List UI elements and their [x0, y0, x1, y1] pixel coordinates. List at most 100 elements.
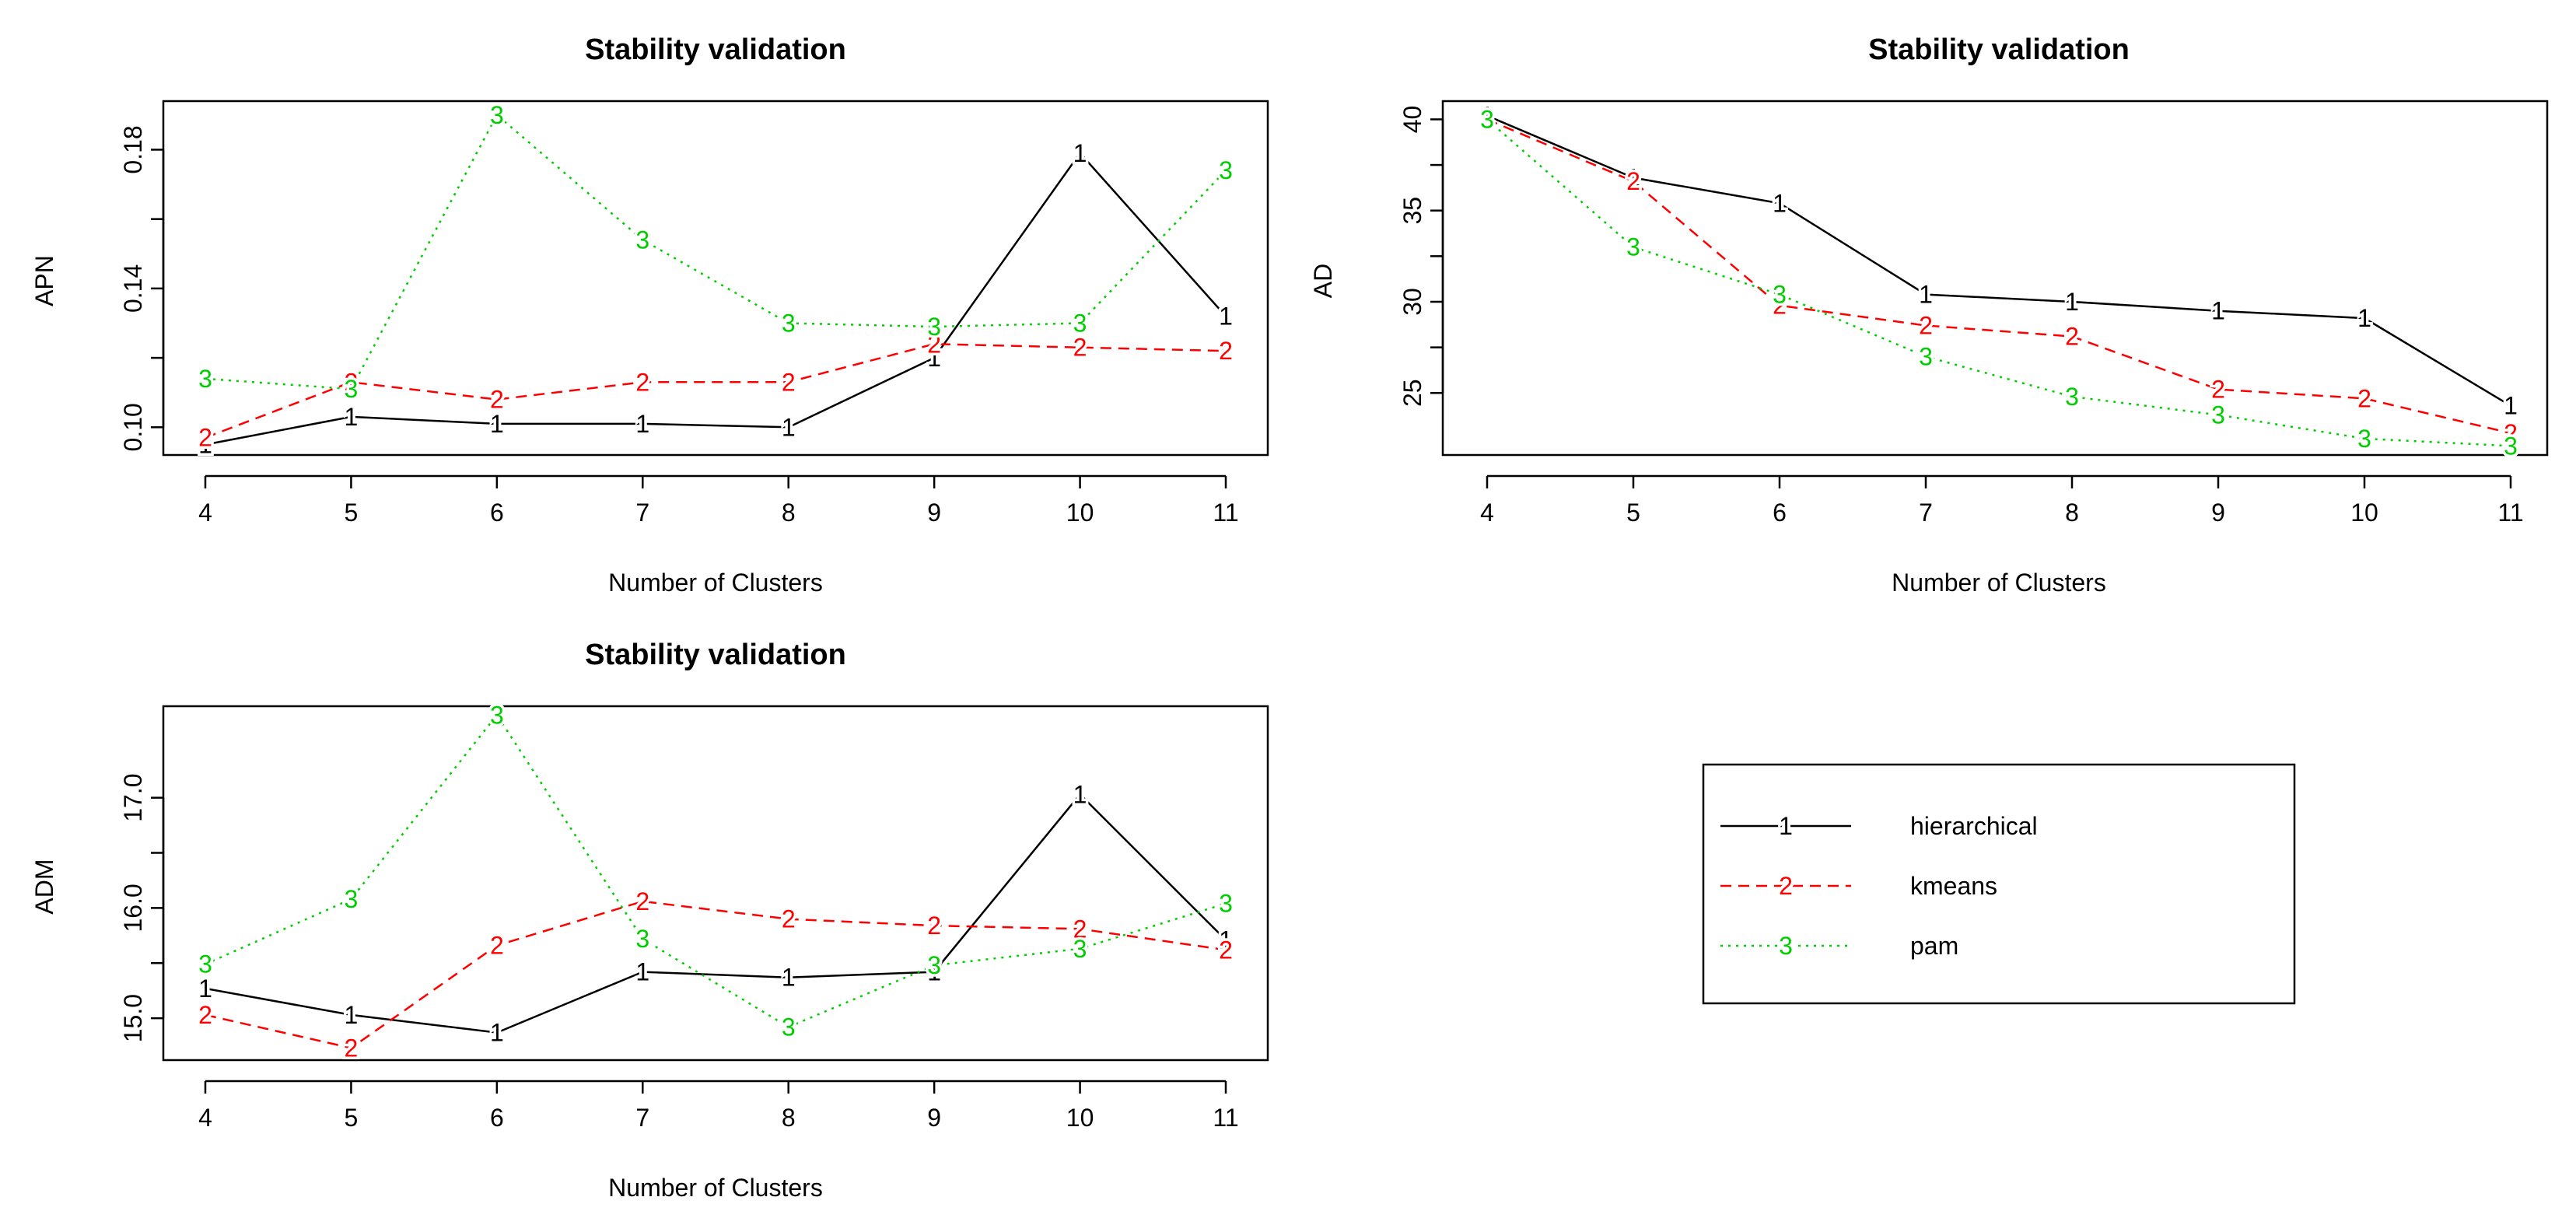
- x-tick-label: 8: [782, 499, 796, 527]
- data-point-hierarchical: 1: [198, 975, 212, 1003]
- data-point-hierarchical: 1: [198, 431, 212, 459]
- data-point-kmeans: 2: [198, 1001, 212, 1029]
- series-line-kmeans: [205, 343, 1227, 439]
- data-point-kmeans: 2: [198, 424, 212, 452]
- y-tick-label: 40: [1398, 106, 1426, 134]
- data-point-kmeans: 2: [2504, 419, 2518, 447]
- series-lines: [205, 713, 1227, 1049]
- y-tick-label: 16.0: [119, 884, 147, 932]
- legend-symbol: 3: [1779, 932, 1793, 960]
- x-tick-label: 11: [1213, 499, 1238, 527]
- x-tick-label: 4: [198, 499, 212, 527]
- x-axis-label: Number of Clusters: [1892, 569, 2106, 597]
- x-tick-label: 10: [1066, 499, 1094, 527]
- data-point-kmeans: 2: [2065, 323, 2079, 351]
- x-axis: 4 5 6 7 8 9 10 11: [198, 1080, 1239, 1132]
- data-point-kmeans: 2: [635, 368, 649, 396]
- x-tick-label: 10: [1066, 1104, 1094, 1132]
- y-tick-label: 0.18: [119, 125, 147, 173]
- x-tick-label: 7: [1919, 499, 1933, 527]
- data-point-hierarchical: 1: [782, 964, 796, 992]
- data-point-pam: 3: [490, 101, 504, 129]
- data-point-pam: 3: [1219, 156, 1233, 184]
- data-point-hierarchical: 1: [2211, 297, 2225, 325]
- legend-symbol: 1: [1779, 812, 1793, 840]
- x-tick-label: 9: [927, 499, 941, 527]
- chart-panel-adm: Stability validation ADM Number of Clust…: [30, 639, 1269, 1202]
- data-point-hierarchical: 1: [490, 410, 504, 438]
- legend-label: pam: [1910, 932, 1958, 960]
- data-point-pam: 3: [635, 226, 649, 254]
- x-tick-label: 11: [1213, 1104, 1238, 1132]
- y-tick-label: 25: [1398, 379, 1426, 407]
- x-tick-label: 6: [490, 499, 504, 527]
- series-line-hierarchical: [1486, 114, 2511, 407]
- x-tick-label: 5: [345, 499, 359, 527]
- data-point-kmeans: 2: [1073, 915, 1087, 943]
- series-line-hierarchical: [205, 793, 1227, 1034]
- data-point-pam: 3: [927, 951, 941, 979]
- data-point-hierarchical: 1: [2065, 288, 2079, 316]
- legend: 1 hierarchical 2 kmeans 3 pam: [1702, 763, 2296, 1005]
- data-point-pam: 3: [2504, 432, 2518, 460]
- x-tick-label: 5: [1626, 499, 1640, 527]
- data-point-hierarchical: 1: [1219, 926, 1233, 954]
- data-point-pam: 3: [927, 313, 941, 341]
- data-point-pam: 3: [782, 309, 796, 337]
- x-axis: 4 5 6 7 8 9 10 11: [1480, 474, 2524, 527]
- x-tick-label: 7: [635, 499, 649, 527]
- data-point-hierarchical: 1: [1073, 780, 1087, 808]
- data-point-kmeans: 2: [490, 932, 504, 960]
- series-line-hierarchical: [205, 151, 1227, 446]
- legend-label: hierarchical: [1910, 812, 2038, 840]
- data-point-hierarchical: 1: [1219, 303, 1233, 331]
- data-point-hierarchical: 1: [345, 403, 359, 431]
- data-point-kmeans: 2: [2211, 376, 2225, 404]
- data-point-pam: 3: [2357, 425, 2371, 453]
- data-point-kmeans: 2: [1773, 292, 1787, 320]
- chart-panel-ad: Stability validation AD Number of Cluste…: [1309, 33, 2549, 597]
- data-point-kmeans: 2: [635, 887, 649, 915]
- x-tick-label: 7: [635, 1104, 649, 1132]
- data-point-hierarchical: 1: [927, 344, 941, 372]
- data-point-kmeans: 2: [782, 905, 796, 933]
- chart-panel-apn: Stability validation APN Number of Clust…: [30, 33, 1269, 597]
- data-point-hierarchical: 1: [1773, 189, 1787, 217]
- x-tick-label: 4: [1480, 499, 1494, 527]
- legend-entry-pam: 3 pam: [1720, 929, 1958, 963]
- data-point-pam: 3: [345, 885, 359, 913]
- y-axis-label: AD: [1309, 264, 1337, 298]
- y-axis: 0.10 0.14 0.18: [119, 125, 165, 451]
- x-tick-label: 10: [2350, 499, 2378, 527]
- chart-title: Stability validation: [585, 33, 846, 66]
- series-line-pam: [1486, 118, 2511, 447]
- data-point-kmeans: 2: [782, 368, 796, 396]
- data-point-pam: 3: [1073, 935, 1087, 963]
- data-point-hierarchical: 1: [2357, 304, 2371, 332]
- series-line-kmeans: [1486, 118, 2511, 435]
- x-tick-label: 9: [927, 1104, 941, 1132]
- data-point-hierarchical: 1: [1919, 281, 1933, 309]
- data-point-kmeans: 2: [1919, 311, 1933, 339]
- data-point-pam: 3: [1073, 309, 1087, 337]
- series-line-pam: [205, 713, 1227, 1028]
- legend-entry-hierarchical: 1 hierarchical: [1720, 809, 2038, 843]
- y-tick-label: 0.14: [119, 264, 147, 313]
- data-point-hierarchical: 1: [1480, 102, 1494, 130]
- data-point-kmeans: 2: [345, 368, 359, 396]
- y-tick-label: 15.0: [119, 994, 147, 1042]
- legend-box: [1702, 763, 2296, 1005]
- x-tick-label: 4: [198, 1104, 212, 1132]
- data-point-kmeans: 2: [1626, 167, 1640, 195]
- data-point-hierarchical: 1: [782, 413, 796, 441]
- chart-title: Stability validation: [585, 639, 846, 671]
- data-point-pam: 3: [1919, 342, 1933, 370]
- y-tick-label: 17.0: [119, 774, 147, 822]
- data-point-kmeans: 2: [927, 912, 941, 940]
- y-axis-label: APN: [30, 255, 58, 306]
- series-line-pam: [205, 113, 1227, 390]
- data-point-hierarchical: 1: [635, 958, 649, 986]
- data-point-pam: 3: [198, 950, 212, 978]
